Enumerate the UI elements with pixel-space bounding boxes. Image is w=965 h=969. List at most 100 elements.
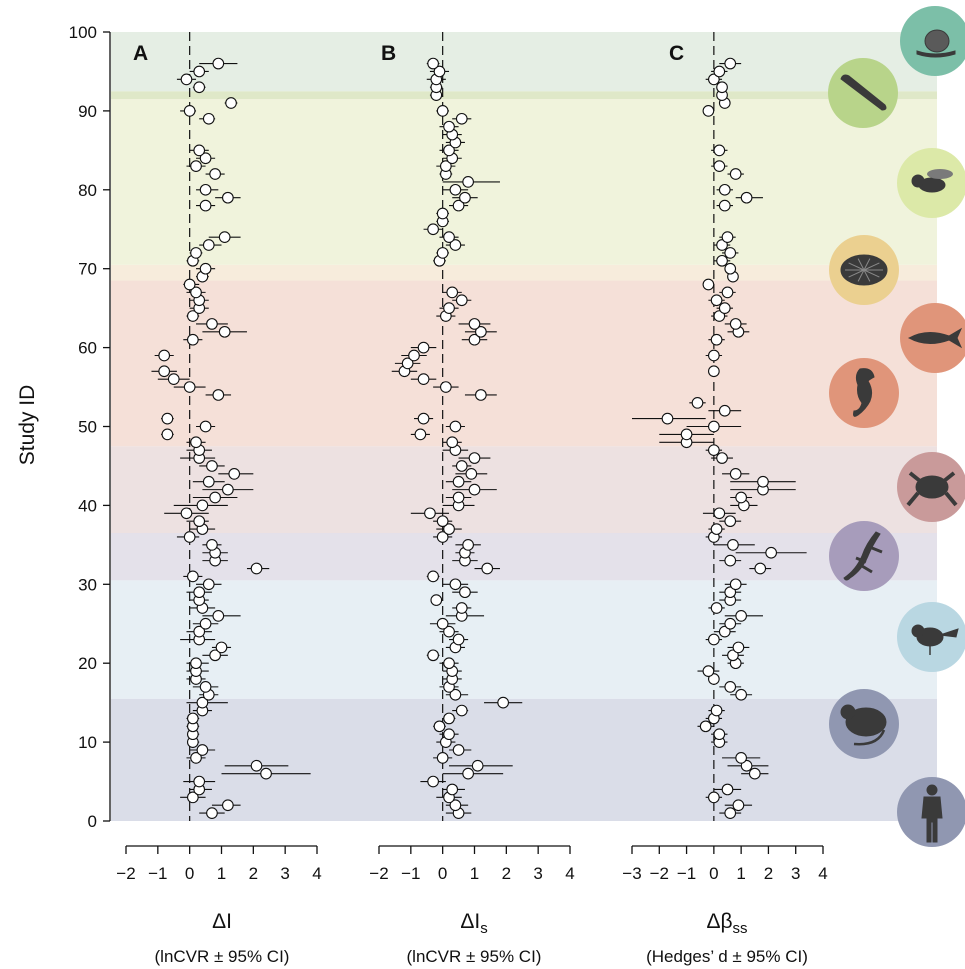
study-estimate bbox=[461, 333, 488, 346]
icon-glyph bbox=[911, 169, 953, 193]
x-tick-label: 2 bbox=[502, 864, 511, 883]
study-estimate bbox=[722, 247, 739, 259]
point-estimate bbox=[691, 396, 704, 409]
point-estimate bbox=[443, 625, 455, 638]
study-estimate bbox=[202, 483, 254, 496]
point-estimate bbox=[193, 586, 206, 599]
study-estimate bbox=[199, 807, 225, 819]
y-axis: 0 10 20 30 40 50 60 70 80 90 100 bbox=[69, 23, 111, 831]
study-estimate bbox=[708, 673, 720, 685]
point-estimate bbox=[187, 333, 199, 346]
study-estimate bbox=[702, 507, 736, 520]
x-tick-label: −3 bbox=[622, 864, 641, 883]
point-estimate bbox=[452, 491, 465, 504]
study-estimate bbox=[192, 617, 219, 630]
study-estimate bbox=[452, 483, 497, 496]
study-estimate bbox=[711, 310, 728, 322]
study-estimate bbox=[189, 744, 216, 756]
legs bbox=[855, 546, 883, 574]
study-estimate bbox=[183, 775, 216, 788]
x-tick-label: 1 bbox=[470, 864, 479, 883]
study-estimate bbox=[452, 294, 472, 307]
study-estimate bbox=[433, 515, 453, 528]
point-estimate bbox=[713, 144, 726, 157]
human-icon bbox=[897, 777, 965, 847]
x-axis-title: ΔI bbox=[212, 910, 232, 933]
x-tick-label: 0 bbox=[709, 864, 718, 883]
point-estimate bbox=[724, 807, 737, 819]
taxon-band-1 bbox=[111, 580, 937, 699]
body bbox=[843, 531, 881, 581]
point-estimate bbox=[414, 428, 427, 441]
study-estimate bbox=[749, 562, 772, 575]
study-estimate bbox=[205, 389, 232, 401]
point-estimate bbox=[199, 199, 212, 212]
point-estimate bbox=[735, 610, 747, 622]
study-estimate bbox=[436, 105, 450, 117]
study-estimate bbox=[449, 633, 469, 646]
study-estimate bbox=[705, 791, 723, 804]
study-estimate bbox=[705, 73, 723, 86]
point-estimate bbox=[716, 254, 728, 267]
point-estimate bbox=[718, 199, 731, 212]
study-estimate bbox=[724, 578, 747, 591]
study-estimate bbox=[196, 183, 219, 196]
study-estimate bbox=[215, 191, 241, 204]
study-estimate bbox=[429, 81, 443, 94]
study-estimate bbox=[180, 791, 206, 804]
study-estimate bbox=[458, 452, 491, 464]
point-estimate bbox=[443, 302, 455, 315]
body bbox=[845, 707, 887, 737]
study-estimate bbox=[439, 120, 459, 133]
x-tick-label: 4 bbox=[312, 864, 321, 883]
study-estimate bbox=[436, 247, 450, 259]
point-estimate bbox=[190, 247, 202, 259]
y-tick-label: 10 bbox=[78, 733, 97, 752]
point-estimate bbox=[180, 507, 193, 520]
study-estimate bbox=[702, 105, 715, 117]
study-estimate bbox=[414, 412, 434, 425]
point-estimate bbox=[727, 649, 739, 662]
study-estimate bbox=[410, 373, 437, 386]
x-axis-subtitle: (lnCVR ± 95% CI) bbox=[155, 947, 290, 966]
ambulacrum bbox=[857, 269, 865, 282]
point-estimate bbox=[471, 759, 484, 772]
study-estimate bbox=[716, 183, 733, 196]
study-estimate bbox=[452, 191, 478, 204]
ambulacrum bbox=[863, 262, 880, 271]
point-estimate bbox=[449, 799, 462, 812]
study-estimate bbox=[439, 231, 459, 243]
point-estimate bbox=[699, 720, 712, 733]
point-estimate bbox=[455, 460, 468, 472]
x-axis-title: Δβss bbox=[706, 910, 747, 937]
point-estimate bbox=[710, 602, 723, 614]
point-estimate bbox=[702, 665, 715, 677]
fly-icon bbox=[897, 148, 965, 218]
study-estimate bbox=[186, 625, 212, 638]
point-estimate bbox=[468, 318, 481, 330]
point-estimate bbox=[468, 333, 481, 346]
study-estimate bbox=[192, 681, 219, 693]
study-estimate bbox=[436, 215, 450, 228]
point-estimate bbox=[732, 799, 745, 812]
point-estimate bbox=[222, 191, 234, 204]
study-estimate bbox=[433, 720, 446, 733]
icon-glyph bbox=[853, 368, 875, 417]
study-estimate bbox=[157, 373, 190, 386]
study-estimate bbox=[716, 302, 733, 315]
study-estimate bbox=[196, 420, 216, 433]
study-estimate bbox=[420, 775, 446, 788]
study-estimate bbox=[719, 231, 736, 243]
taxon-icons bbox=[828, 6, 965, 847]
point-estimate bbox=[158, 365, 171, 378]
y-tick-label: 30 bbox=[78, 575, 97, 594]
x-tick-label: −1 bbox=[148, 864, 167, 883]
point-estimate bbox=[193, 65, 206, 78]
point-estimate bbox=[718, 625, 731, 638]
study-estimate bbox=[211, 799, 241, 812]
point-estimate bbox=[724, 554, 737, 567]
point-estimate bbox=[193, 81, 206, 94]
point-estimate bbox=[708, 673, 720, 685]
point-estimate bbox=[199, 617, 212, 630]
